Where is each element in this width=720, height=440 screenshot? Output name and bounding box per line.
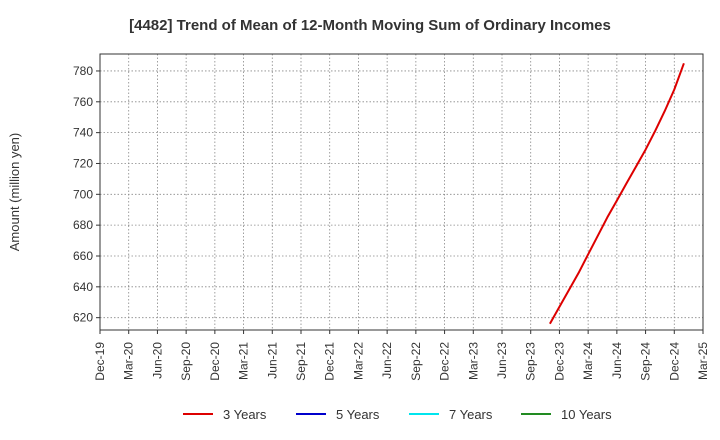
y-tick-label: 720	[73, 156, 93, 170]
y-tick-label: 740	[73, 126, 93, 140]
x-axis-ticks: Dec-19 Mar-20 Jun-20 Sep-20 Dec-20 Mar-21 Jun-…	[93, 330, 710, 381]
grid-lines	[99, 54, 704, 330]
y-tick-label: 660	[73, 249, 93, 263]
x-tick-label: Dec-23	[552, 342, 566, 381]
x-tick-label: Sep-21	[294, 342, 308, 381]
legend-label: 10 Years	[561, 407, 612, 422]
legend-item: 5 Years	[296, 407, 380, 422]
legend-label: 3 Years	[223, 407, 267, 422]
legend-label: 7 Years	[449, 407, 493, 422]
x-tick-label: Mar-22	[351, 342, 365, 380]
y-tick-label: 640	[73, 280, 93, 294]
chart-title: [4482] Trend of Mean of 12-Month Moving …	[129, 17, 611, 34]
x-tick-label: Jun-21	[265, 342, 279, 379]
x-tick-label: Dec-19	[93, 342, 107, 381]
x-tick-label: Jun-20	[150, 342, 164, 379]
x-tick-label: Dec-20	[208, 342, 222, 381]
y-axis-label: Amount (million yen)	[7, 133, 22, 252]
x-tick-label: Jun-23	[495, 342, 509, 379]
x-tick-label: Dec-21	[323, 342, 337, 381]
x-tick-label: Sep-22	[409, 342, 423, 381]
y-tick-label: 780	[73, 64, 93, 78]
series-line	[549, 62, 685, 325]
y-tick-label: 620	[73, 311, 93, 325]
x-tick-label: Jun-22	[380, 342, 394, 379]
x-tick-label: Mar-20	[122, 342, 136, 380]
x-tick-label: Mar-21	[237, 342, 251, 380]
plot-area	[99, 53, 704, 331]
legend-label: 5 Years	[336, 407, 380, 422]
x-tick-label: Mar-23	[466, 342, 480, 380]
x-tick-label: Mar-24	[581, 342, 595, 380]
series-lines	[549, 62, 685, 325]
x-tick-label: Sep-24	[639, 342, 653, 381]
x-tick-label: Dec-22	[438, 342, 452, 381]
legend-item: 3 Years	[183, 407, 267, 422]
y-tick-label: 760	[73, 95, 93, 109]
legend-item: 7 Years	[409, 407, 493, 422]
x-tick-label: Jun-24	[610, 342, 624, 379]
legend: 3 Years 5 Years 7 Years 10 Years	[183, 407, 612, 422]
x-tick-label: Mar-25	[696, 342, 710, 380]
x-tick-label: Sep-20	[179, 342, 193, 381]
y-tick-label: 680	[73, 218, 93, 232]
y-tick-label: 700	[73, 187, 93, 201]
x-tick-label: Dec-24	[667, 342, 681, 381]
y-axis-ticks: 620 640 660 680 700 720 740 760 780	[73, 64, 100, 325]
x-tick-label: Sep-23	[524, 342, 538, 381]
legend-item: 10 Years	[521, 407, 612, 422]
